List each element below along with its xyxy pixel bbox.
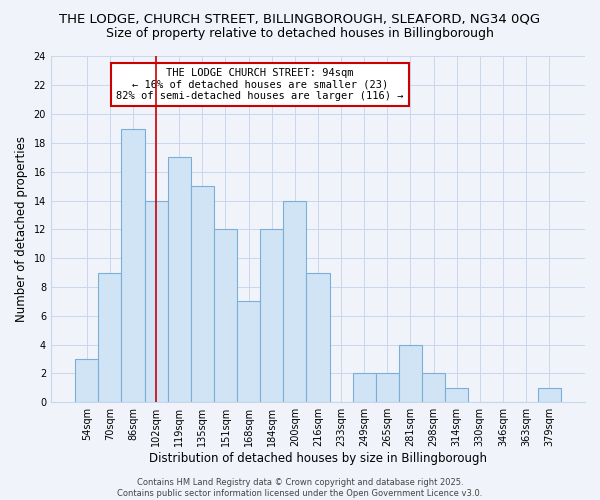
Bar <box>98 272 121 402</box>
Bar <box>75 359 98 402</box>
Bar <box>538 388 561 402</box>
Bar <box>376 374 399 402</box>
Bar <box>422 374 445 402</box>
Bar <box>191 186 214 402</box>
Bar <box>237 302 260 402</box>
Bar <box>353 374 376 402</box>
Bar <box>260 230 283 402</box>
Text: Size of property relative to detached houses in Billingborough: Size of property relative to detached ho… <box>106 28 494 40</box>
Bar <box>445 388 468 402</box>
Bar <box>283 200 307 402</box>
Bar <box>121 128 145 402</box>
Text: Contains HM Land Registry data © Crown copyright and database right 2025.
Contai: Contains HM Land Registry data © Crown c… <box>118 478 482 498</box>
Y-axis label: Number of detached properties: Number of detached properties <box>15 136 28 322</box>
Bar <box>214 230 237 402</box>
Bar <box>307 272 329 402</box>
Bar <box>145 200 167 402</box>
Bar <box>399 344 422 402</box>
X-axis label: Distribution of detached houses by size in Billingborough: Distribution of detached houses by size … <box>149 452 487 465</box>
Text: THE LODGE CHURCH STREET: 94sqm
← 16% of detached houses are smaller (23)
82% of : THE LODGE CHURCH STREET: 94sqm ← 16% of … <box>116 68 404 101</box>
Bar <box>167 158 191 402</box>
Text: THE LODGE, CHURCH STREET, BILLINGBOROUGH, SLEAFORD, NG34 0QG: THE LODGE, CHURCH STREET, BILLINGBOROUGH… <box>59 12 541 26</box>
